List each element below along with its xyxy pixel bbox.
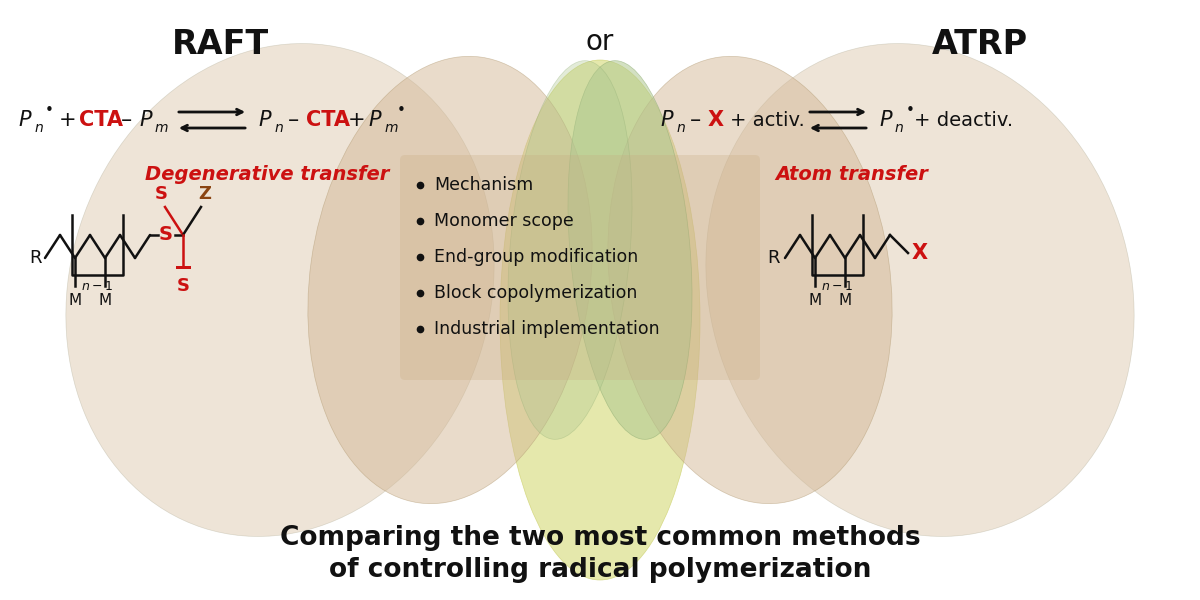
Text: or: or xyxy=(586,28,614,56)
Text: M: M xyxy=(809,293,822,308)
Text: $m$: $m$ xyxy=(155,121,169,135)
Text: +: + xyxy=(348,110,366,130)
Text: Comparing the two most common methods: Comparing the two most common methods xyxy=(280,525,920,551)
Text: –: – xyxy=(690,110,701,130)
Text: Atom transfer: Atom transfer xyxy=(775,166,928,185)
Text: •: • xyxy=(46,103,54,118)
Text: $P$: $P$ xyxy=(660,110,674,130)
Text: Block copolymerization: Block copolymerization xyxy=(434,284,637,302)
Text: Industrial implementation: Industrial implementation xyxy=(434,320,660,338)
Ellipse shape xyxy=(500,60,700,580)
Text: Degenerative transfer: Degenerative transfer xyxy=(145,166,389,185)
Text: $m$: $m$ xyxy=(384,121,398,135)
Ellipse shape xyxy=(706,44,1134,536)
Text: X: X xyxy=(708,110,724,130)
Text: S: S xyxy=(158,226,173,245)
Text: •: • xyxy=(397,103,406,118)
Text: M: M xyxy=(68,293,82,308)
Ellipse shape xyxy=(608,56,892,503)
Text: $P$: $P$ xyxy=(18,110,32,130)
Text: M: M xyxy=(98,293,112,308)
Ellipse shape xyxy=(308,56,592,503)
Text: Mechanism: Mechanism xyxy=(434,176,533,194)
Text: X: X xyxy=(912,243,928,263)
Text: $P$: $P$ xyxy=(878,110,894,130)
Text: CTA: CTA xyxy=(306,110,350,130)
Text: +: + xyxy=(59,110,77,130)
Text: $n-1$: $n-1$ xyxy=(822,280,853,293)
Ellipse shape xyxy=(508,61,632,439)
FancyBboxPatch shape xyxy=(400,155,760,380)
Text: •: • xyxy=(906,103,914,118)
Text: CTA: CTA xyxy=(79,110,124,130)
Text: S: S xyxy=(155,185,168,203)
Text: M: M xyxy=(839,293,852,308)
Text: of controlling radical polymerization: of controlling radical polymerization xyxy=(329,557,871,583)
Text: $n$: $n$ xyxy=(274,121,283,135)
Text: End-group modification: End-group modification xyxy=(434,248,638,266)
Text: ATRP: ATRP xyxy=(932,28,1028,61)
Ellipse shape xyxy=(568,61,692,439)
Text: $P$: $P$ xyxy=(258,110,272,130)
Text: R: R xyxy=(768,249,780,267)
Text: –: – xyxy=(288,110,299,130)
Text: RAFT: RAFT xyxy=(172,28,269,61)
Text: + deactiv.: + deactiv. xyxy=(914,110,1013,130)
Text: $P$: $P$ xyxy=(368,110,383,130)
Text: $n-1$: $n-1$ xyxy=(82,280,114,293)
Text: –: – xyxy=(121,110,132,130)
Text: $P$: $P$ xyxy=(139,110,154,130)
Text: $n$: $n$ xyxy=(894,121,905,135)
Text: Z: Z xyxy=(198,185,211,203)
Text: $n$: $n$ xyxy=(34,121,43,135)
Text: Monomer scope: Monomer scope xyxy=(434,212,574,230)
Text: + activ.: + activ. xyxy=(730,110,805,130)
Text: R: R xyxy=(30,249,42,267)
Text: $n$: $n$ xyxy=(676,121,685,135)
Ellipse shape xyxy=(66,44,494,536)
Text: S: S xyxy=(176,277,190,295)
